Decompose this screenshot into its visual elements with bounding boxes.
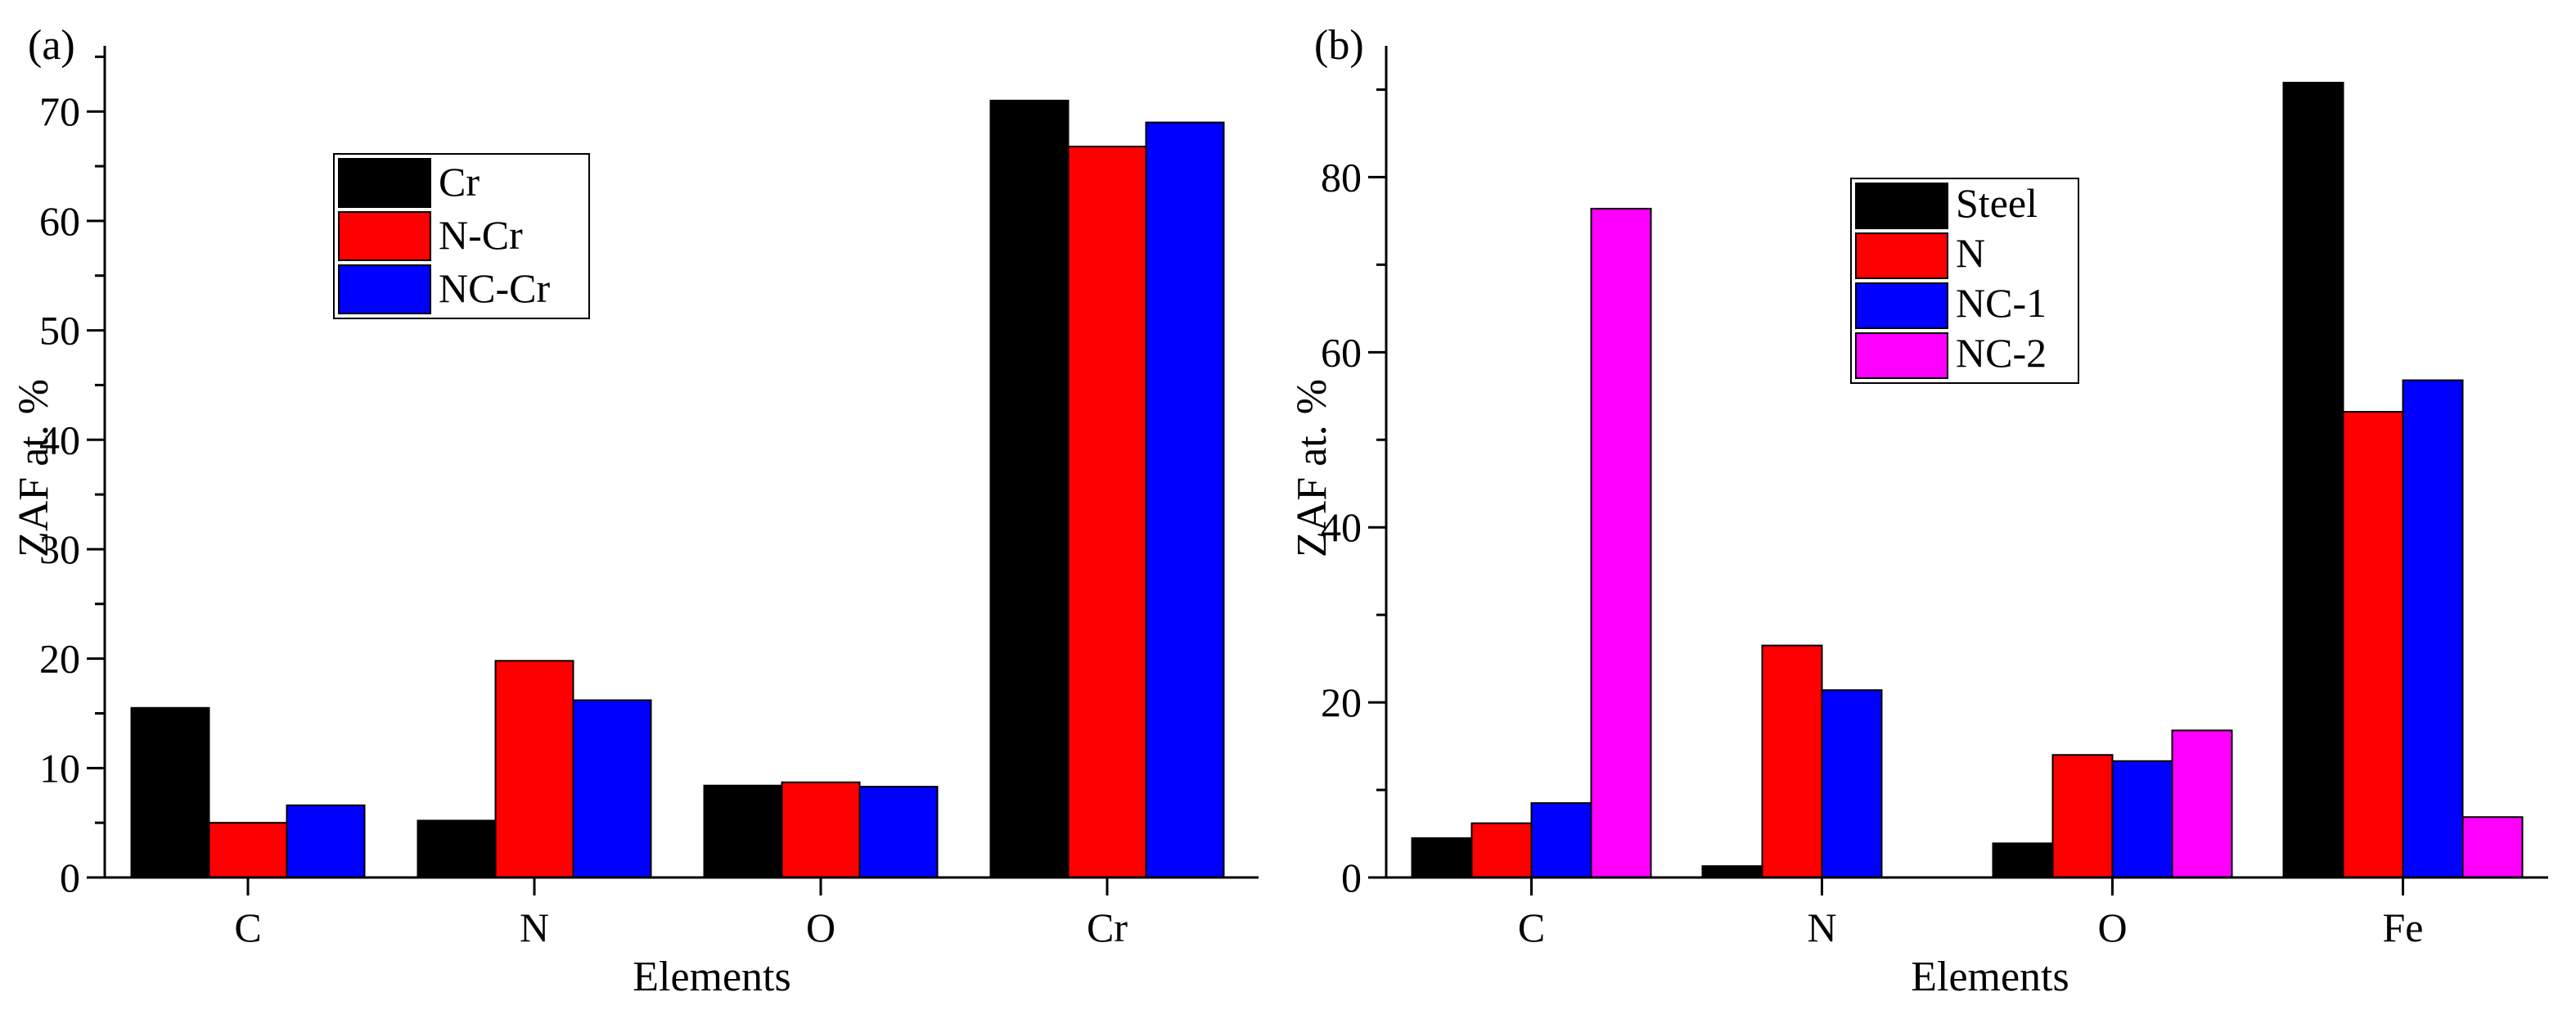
y-tick-label: 70 xyxy=(39,88,80,134)
bar-steel-fe xyxy=(2282,81,2344,878)
bar-nc-1-fe xyxy=(2402,379,2464,878)
x-axis-title-b: Elements xyxy=(1911,954,2069,1000)
legend-label: NC-1 xyxy=(1956,280,2047,326)
bar-nc-cr-o xyxy=(858,786,939,879)
x-tick-label: C xyxy=(234,904,261,950)
x-tick-label: Cr xyxy=(1087,904,1128,950)
y-tick-label: 0 xyxy=(60,855,80,900)
legend-label: N-Cr xyxy=(439,212,523,258)
legend-swatch xyxy=(338,158,431,208)
bar-n-o xyxy=(2051,754,2114,878)
x-tick-label: Fe xyxy=(2383,904,2424,950)
x-tick-label: C xyxy=(1518,904,1545,950)
legend-swatch xyxy=(1855,183,1948,229)
legend-label: NC-2 xyxy=(1956,330,2047,376)
plot-area-a: 0 10 20 30 40 50 60 70 C N O Cr Cr N-Cr NC-Cr xyxy=(39,46,1259,950)
bar-nc-1-o xyxy=(2111,760,2173,879)
legend-label: NC-Cr xyxy=(439,265,550,311)
bar-nc-cr-c xyxy=(286,804,366,879)
y-tick-label: 50 xyxy=(39,308,80,354)
panel-label-b: (b) xyxy=(1314,22,1364,69)
bar-steel-n xyxy=(1701,865,1763,878)
x-axis-title-a: Elements xyxy=(633,954,791,1000)
y-tick-label: 60 xyxy=(39,198,80,244)
legend-swatch xyxy=(338,211,431,261)
bar-cr-c xyxy=(130,706,210,879)
y-tick-label: 40 xyxy=(1321,504,1362,550)
bar-nc-cr-n xyxy=(572,699,652,878)
bar-n-n xyxy=(1761,644,1823,878)
legend-label: N xyxy=(1956,230,1985,276)
legend-swatch xyxy=(1855,282,1948,329)
y-tick-label: 80 xyxy=(1321,154,1362,200)
bar-nc-2-fe xyxy=(2461,816,2524,878)
y-tick-label: 60 xyxy=(1321,329,1362,375)
legend: Cr N-Cr NC-Cr xyxy=(333,153,590,319)
y-axis-title-a: ZAF at. % xyxy=(11,379,57,557)
bar-n-cr-cr xyxy=(1067,145,1147,878)
bar-n-cr-n xyxy=(494,660,574,878)
bar-cr-n xyxy=(417,819,497,878)
y-tick-label: 20 xyxy=(1321,679,1362,725)
x-tick-label: O xyxy=(2097,904,2127,950)
chart-panel-a: (a) 0 10 20 30 40 50 60 70 C N O Cr Cr N-Cr NC-Cr Elem… xyxy=(11,22,1259,1000)
legend-swatch xyxy=(338,264,431,314)
bar-steel-c xyxy=(1411,837,1473,878)
y-axis-title-b: ZAF at. % xyxy=(1289,379,1335,557)
x-tick-label: N xyxy=(520,904,549,950)
y-tick-label: 20 xyxy=(39,636,80,682)
bar-cr-cr xyxy=(989,99,1070,878)
y-tick-label: 30 xyxy=(39,526,80,572)
y-tick-label: 40 xyxy=(39,417,80,462)
bar-nc-cr-cr xyxy=(1145,121,1225,879)
bar-n-cr-o xyxy=(781,781,861,879)
bar-nc-2-o xyxy=(2171,729,2233,879)
bar-cr-o xyxy=(703,784,783,878)
legend-swatch xyxy=(1855,332,1948,379)
bar-steel-o xyxy=(1992,842,2054,878)
bar-n-c xyxy=(1470,822,1533,878)
legend-label: Cr xyxy=(439,159,480,205)
bar-n-fe xyxy=(2342,411,2404,879)
legend-label: Steel xyxy=(1956,180,2038,226)
panel-label-a: (a) xyxy=(28,22,75,69)
y-tick-label: 0 xyxy=(1341,855,1362,900)
bar-nc-2-c xyxy=(1590,207,1652,878)
bar-nc-1-n xyxy=(1821,689,1883,878)
bar-nc-1-c xyxy=(1530,802,1592,878)
y-tick-label: 10 xyxy=(39,745,80,791)
legend-swatch xyxy=(1855,232,1948,279)
x-tick-label: N xyxy=(1807,904,1836,950)
x-tick-label: O xyxy=(806,904,835,950)
bar-n-cr-c xyxy=(208,822,288,878)
